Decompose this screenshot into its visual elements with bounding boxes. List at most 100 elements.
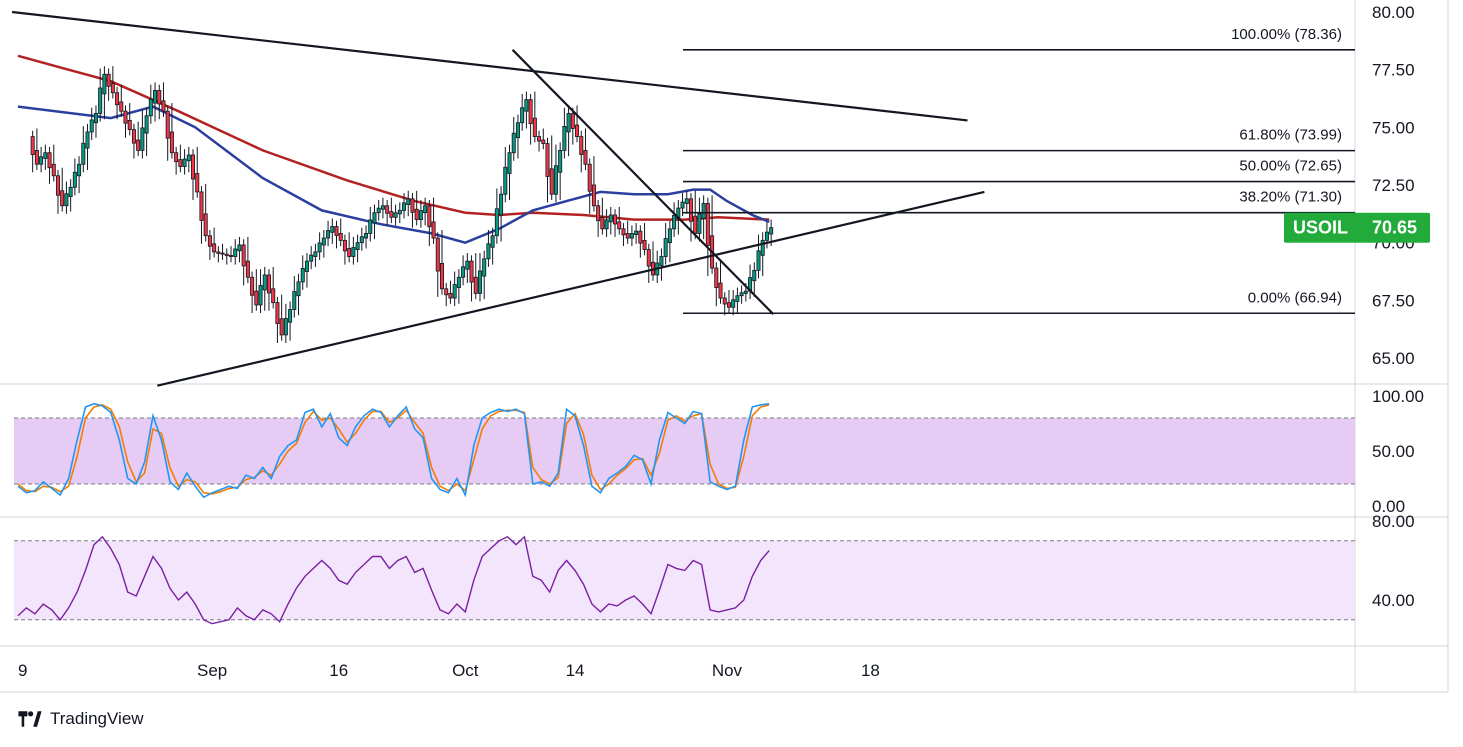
candle — [575, 105, 580, 143]
candle-body — [448, 293, 453, 299]
candle-body — [456, 276, 461, 289]
fib-label: 61.80% (73.99) — [1239, 127, 1342, 144]
candle-body — [760, 239, 765, 256]
candle — [553, 144, 558, 203]
candle-body — [701, 203, 706, 219]
candle-body — [51, 163, 56, 177]
candle — [389, 197, 394, 224]
fib-label: 0.00% (66.94) — [1248, 289, 1342, 306]
candle — [604, 209, 609, 237]
candle — [30, 130, 35, 173]
candle — [224, 248, 229, 265]
candle-body — [524, 99, 529, 112]
candle-body — [359, 236, 364, 244]
candle — [735, 287, 740, 314]
candle-body — [250, 276, 255, 296]
ma-blue-line — [17, 105, 770, 245]
candle — [317, 232, 322, 260]
candle-body — [562, 126, 567, 151]
candle-body — [680, 201, 685, 209]
candle-body — [482, 258, 487, 277]
candle-body — [591, 184, 596, 207]
candle-body — [617, 221, 622, 230]
candle — [309, 246, 314, 270]
candle — [338, 218, 343, 247]
candle — [144, 107, 149, 157]
candle — [85, 123, 90, 171]
candle-body — [646, 249, 651, 267]
candle-body — [115, 92, 120, 106]
candle — [722, 292, 727, 316]
candle-body — [372, 212, 377, 224]
candle-body — [385, 205, 390, 214]
candle-body — [697, 213, 702, 234]
stochastic-lines — [17, 402, 770, 499]
candle-body — [376, 207, 381, 214]
candle-body — [296, 281, 301, 297]
candle — [47, 146, 52, 184]
candle — [596, 199, 601, 237]
trendline — [157, 190, 985, 387]
candle-body — [309, 254, 314, 262]
candle — [55, 170, 60, 214]
candle-body — [714, 267, 719, 288]
candle — [81, 126, 86, 173]
candle — [157, 84, 162, 120]
candle — [119, 84, 124, 117]
candle — [748, 264, 753, 300]
candle — [39, 146, 44, 173]
candle — [541, 128, 546, 150]
candle — [199, 186, 204, 244]
candle-body — [553, 165, 558, 195]
fib-label: 38.20% (71.30) — [1239, 189, 1342, 206]
candle — [764, 221, 769, 249]
candle — [216, 246, 221, 263]
candle-body — [212, 243, 217, 253]
candle — [254, 269, 259, 311]
rsi-axis: 80.00 40.00 — [1372, 512, 1415, 610]
candle-body — [507, 152, 512, 174]
candle-body — [68, 186, 73, 197]
candle — [203, 183, 208, 242]
candle-body — [629, 233, 634, 239]
candle-body — [579, 136, 584, 155]
candle-body — [334, 226, 339, 236]
candle — [220, 243, 225, 260]
candle-body — [743, 290, 748, 294]
candle — [587, 158, 592, 214]
candle-body — [368, 219, 373, 234]
candle-body — [528, 99, 533, 125]
candle — [364, 225, 369, 249]
candle-body — [321, 237, 326, 246]
candle-body — [254, 290, 259, 306]
candle — [515, 114, 520, 159]
candle-body — [469, 260, 474, 283]
candle-body — [499, 193, 504, 216]
tradingview-brand[interactable]: TradingView — [16, 709, 144, 729]
candle — [617, 206, 622, 235]
stochastic-k-line — [17, 402, 770, 499]
candle-body — [64, 193, 69, 207]
candle — [296, 273, 301, 316]
candle-body — [220, 252, 225, 255]
candle-body — [756, 250, 761, 271]
candle-body — [275, 302, 280, 325]
candle-body — [473, 276, 478, 294]
candle — [258, 269, 263, 314]
candle — [499, 186, 504, 242]
candle-body — [355, 242, 360, 250]
candle — [165, 105, 170, 161]
candle — [461, 255, 466, 286]
candle-body — [364, 233, 369, 239]
candle — [507, 144, 512, 200]
candle-body — [625, 233, 630, 239]
candle — [494, 188, 499, 244]
candle-body — [515, 122, 520, 139]
candle — [266, 269, 271, 311]
candle-body — [726, 302, 731, 308]
candle — [186, 146, 191, 173]
candle-body — [465, 260, 470, 270]
candle — [520, 93, 525, 131]
candle-body — [326, 230, 331, 239]
